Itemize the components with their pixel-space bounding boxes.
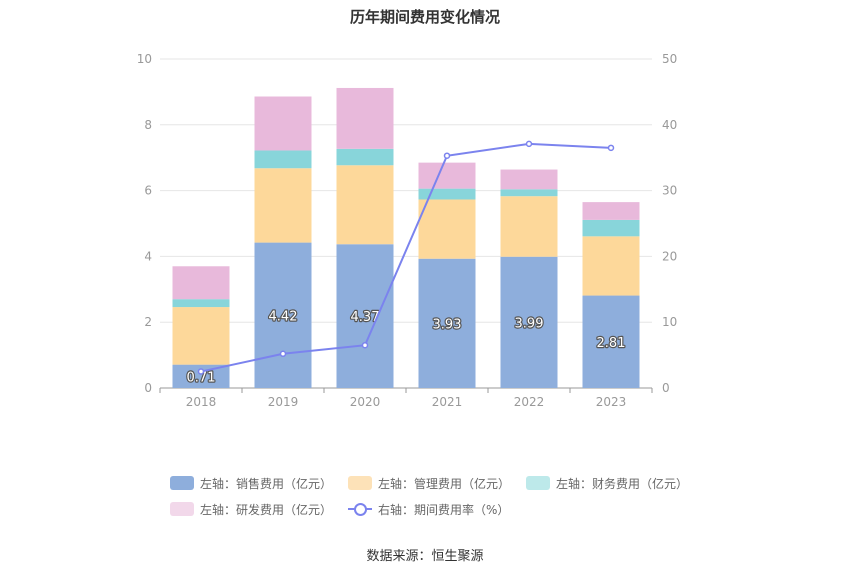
rate-point-2022 [525,140,533,148]
right-axis-tick-label: 0 [662,381,670,395]
legend-label-admin: 左轴：管理费用（亿元） [378,476,511,491]
sales-bar-2022 [500,256,558,388]
legend-label-rate: 右轴：期间费用率（%） [378,502,510,517]
admin-bar-2020 [336,165,394,245]
admin-bar-2023 [582,236,640,296]
legend-row-2: 左轴：研发费用（亿元） 右轴：期间费用率（%） [170,496,730,522]
finance-bar-2022 [500,189,558,197]
legend-swatch-rate [348,502,373,516]
legend-label-finance: 左轴：财务费用（亿元） [556,476,689,491]
rate-point-2023 [607,144,615,152]
legend-item-rd[interactable]: 左轴：研发费用（亿元） [170,501,332,518]
left-axis-tick-label: 10 [137,52,152,66]
legend-swatch-sales [170,476,194,490]
finance-bar-2019 [254,150,312,169]
rd-bar-2020 [336,87,394,149]
data-source: 数据来源：恒生聚源 [366,549,484,564]
left-axis-tick-label: 4 [144,249,152,263]
right-axis-tick-label: 10 [662,315,677,329]
sales-bar-2023 [582,295,640,388]
right-axis-tick-label: 40 [662,118,677,132]
finance-bar-2018 [172,299,230,308]
admin-bar-2019 [254,168,312,243]
admin-bar-2018 [172,307,230,365]
rd-bar-2023 [582,202,640,220]
legend-swatch-finance [526,476,551,490]
finance-bar-2023 [582,219,640,237]
sales-value-label: 3.99 [515,316,544,331]
rd-bar-2018 [172,266,230,300]
stacked-bar-line-chart: 0 2 4 6 8 10 0 10 20 30 40 50 2018 2019 2020 2021 2022 20… [137,52,678,409]
legend-swatch-admin [348,476,373,490]
admin-bar-2022 [500,196,558,257]
sales-value-label: 0.71 [187,370,216,385]
admin-bar-2021 [418,199,476,259]
x-axis-tick-label: 2020 [350,395,381,409]
legend-item-rate[interactable]: 右轴：期间费用率（%） [348,501,509,518]
x-axis-tick-label: 2022 [514,395,545,409]
legend-row-1: 左轴：销售费用（亿元） 左轴：管理费用（亿元） 左轴：财务费用（亿元） [170,470,730,496]
x-axis-tick-label: 2019 [268,395,299,409]
x-axis-tick-label: 2018 [186,395,217,409]
finance-bar-2020 [336,148,394,166]
x-axis-tick-label: 2023 [596,395,627,409]
left-axis-tick-label: 0 [144,381,152,395]
left-axis-tick-label: 8 [144,118,152,132]
legend-label-sales: 左轴：销售费用（亿元） [200,476,333,491]
legend-label-rd: 左轴：研发费用（亿元） [200,502,333,517]
sales-bar-2020 [336,244,394,388]
sales-value-label: 4.37 [351,310,380,325]
sales-value-label: 3.93 [433,317,462,332]
rd-bar-2019 [254,96,312,151]
rate-point-2019 [279,350,287,358]
chart-title: 历年期间费用变化情况 [349,8,500,26]
rate-point-2021 [443,152,451,159]
sales-bar-2019 [254,242,312,388]
x-axis-tick-label: 2021 [432,395,463,409]
rate-point-2020 [361,341,369,349]
sales-value-label: 4.42 [269,309,298,324]
sales-bar-2018 [172,364,230,388]
rate-point-2018 [197,368,205,375]
right-axis-tick-label: 20 [662,249,677,263]
left-axis-tick-label: 2 [144,315,152,329]
right-axis-tick-label: 30 [662,184,677,198]
chart-legend: 左轴：销售费用（亿元） 左轴：管理费用（亿元） 左轴：财务费用（亿元） 左轴：研… [170,470,730,522]
left-axis-tick-label: 6 [144,184,152,198]
finance-bar-2021 [418,188,476,200]
legend-item-admin[interactable]: 左轴：管理费用（亿元） [348,475,510,492]
rd-bar-2021 [418,162,476,189]
legend-swatch-rd [170,502,194,516]
sales-value-label: 2.81 [597,336,626,351]
rd-bar-2022 [500,169,558,190]
legend-item-finance[interactable]: 左轴：财务费用（亿元） [526,475,688,492]
legend-item-sales[interactable]: 左轴：销售费用（亿元） [170,475,332,492]
rate-line [200,142,612,373]
right-axis-tick-label: 50 [662,52,677,66]
sales-bar-2021 [418,258,476,388]
